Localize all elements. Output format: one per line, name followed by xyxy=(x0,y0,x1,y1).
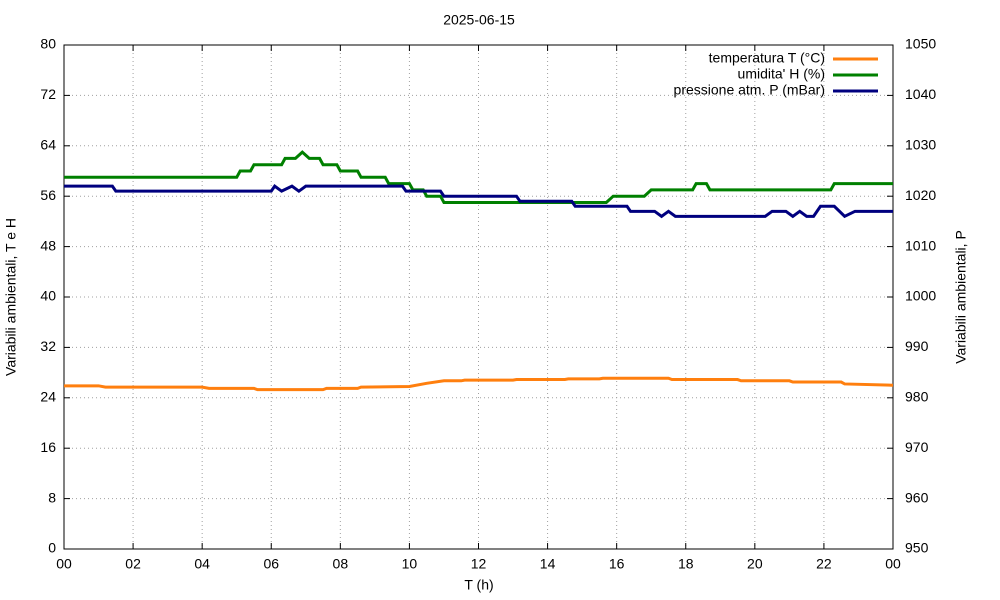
x-tick-label: 02 xyxy=(125,556,141,572)
y2-tick-label: 1050 xyxy=(905,36,936,52)
x-tick-label: 00 xyxy=(885,556,901,572)
y2-axis-label: Variabili ambientali, P xyxy=(953,230,969,364)
y2-tick-label: 1000 xyxy=(905,288,936,304)
y-tick-label: 64 xyxy=(40,137,56,153)
y2-tick-label: 1020 xyxy=(905,187,936,203)
y-tick-label: 32 xyxy=(40,338,56,354)
data-line xyxy=(64,183,893,219)
x-tick-label: 22 xyxy=(816,556,832,572)
y2-tick-label: 990 xyxy=(905,338,929,354)
y-tick-label: 48 xyxy=(40,237,56,253)
x-tick-label: 04 xyxy=(194,556,210,572)
data-line xyxy=(64,150,893,204)
x-tick-label: 20 xyxy=(747,556,763,572)
y-tick-label: 8 xyxy=(48,489,56,505)
x-tick-label: 14 xyxy=(540,556,556,572)
x-tick-label: 18 xyxy=(678,556,694,572)
x-tick-label: 10 xyxy=(402,556,418,572)
x-tick-label: 16 xyxy=(609,556,625,572)
y-tick-label: 24 xyxy=(40,389,56,405)
legend-label: pressione atm. P (mBar) xyxy=(674,82,825,98)
chart-title: 2025-06-15 xyxy=(443,12,515,28)
x-axis-label: T (h) xyxy=(464,577,493,593)
y2-tick-label: 960 xyxy=(905,489,929,505)
x-tick-label: 06 xyxy=(263,556,279,572)
y-tick-label: 56 xyxy=(40,187,56,203)
y-tick-label: 72 xyxy=(40,86,56,102)
x-tick-label: 08 xyxy=(333,556,349,572)
y2-tick-label: 1010 xyxy=(905,237,936,253)
plot-frame xyxy=(63,44,894,550)
y2-tick-label: 970 xyxy=(905,439,929,455)
y-tick-label: 16 xyxy=(40,439,56,455)
y-tick-label: 0 xyxy=(48,540,56,556)
y-tick-label: 80 xyxy=(40,36,56,52)
y-tick-label: 40 xyxy=(40,288,56,304)
y2-tick-label: 1030 xyxy=(905,137,936,153)
legend-label: temperatura T (°C) xyxy=(709,50,825,66)
legend-label: umidita' H (%) xyxy=(738,66,825,82)
y2-tick-label: 980 xyxy=(905,389,929,405)
y2-tick-label: 1040 xyxy=(905,86,936,102)
y-axis-label: Variabili ambientali, T e H xyxy=(3,218,19,376)
data-line xyxy=(64,376,894,392)
x-tick-label: 12 xyxy=(471,556,487,572)
y2-tick-label: 950 xyxy=(905,540,929,556)
x-tick-label: 00 xyxy=(56,556,72,572)
